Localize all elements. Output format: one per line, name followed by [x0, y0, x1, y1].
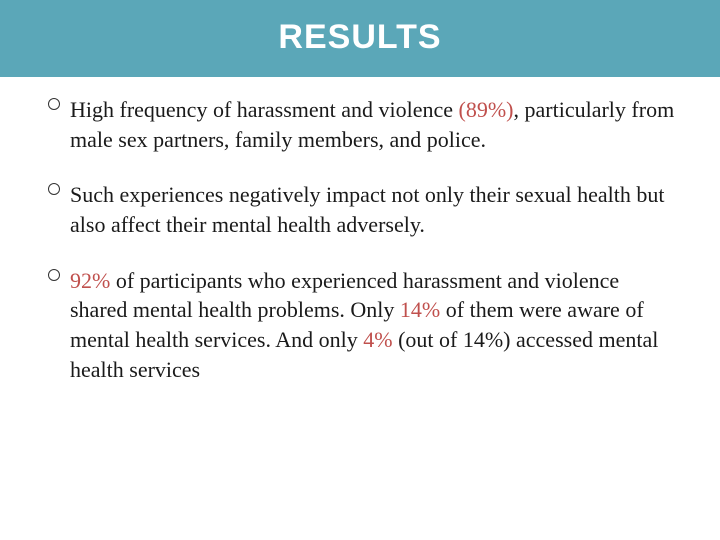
- bullet-item: High frequency of harassment and violenc…: [48, 95, 680, 154]
- slide-header: RESULTS: [0, 0, 720, 77]
- bullet-item: Such experiences negatively impact not o…: [48, 180, 680, 239]
- slide-content: High frequency of harassment and violenc…: [0, 77, 720, 431]
- bullet-marker-icon: [48, 183, 60, 195]
- body-text: Such experiences negatively impact not o…: [70, 182, 664, 237]
- slide-title: RESULTS: [0, 18, 720, 57]
- highlighted-text: 92%: [70, 268, 116, 293]
- bullet-marker-icon: [48, 269, 60, 281]
- bullet-item: 92% of participants who experienced hara…: [48, 266, 680, 385]
- highlighted-text: 4%: [363, 327, 398, 352]
- bullet-text: 92% of participants who experienced hara…: [70, 266, 680, 385]
- highlighted-text: 14%: [400, 297, 446, 322]
- bullet-marker-icon: [48, 98, 60, 110]
- bullet-text: High frequency of harassment and violenc…: [70, 95, 680, 154]
- highlighted-text: (89%): [459, 97, 514, 122]
- body-text: High frequency of harassment and violenc…: [70, 97, 459, 122]
- bullet-text: Such experiences negatively impact not o…: [70, 180, 680, 239]
